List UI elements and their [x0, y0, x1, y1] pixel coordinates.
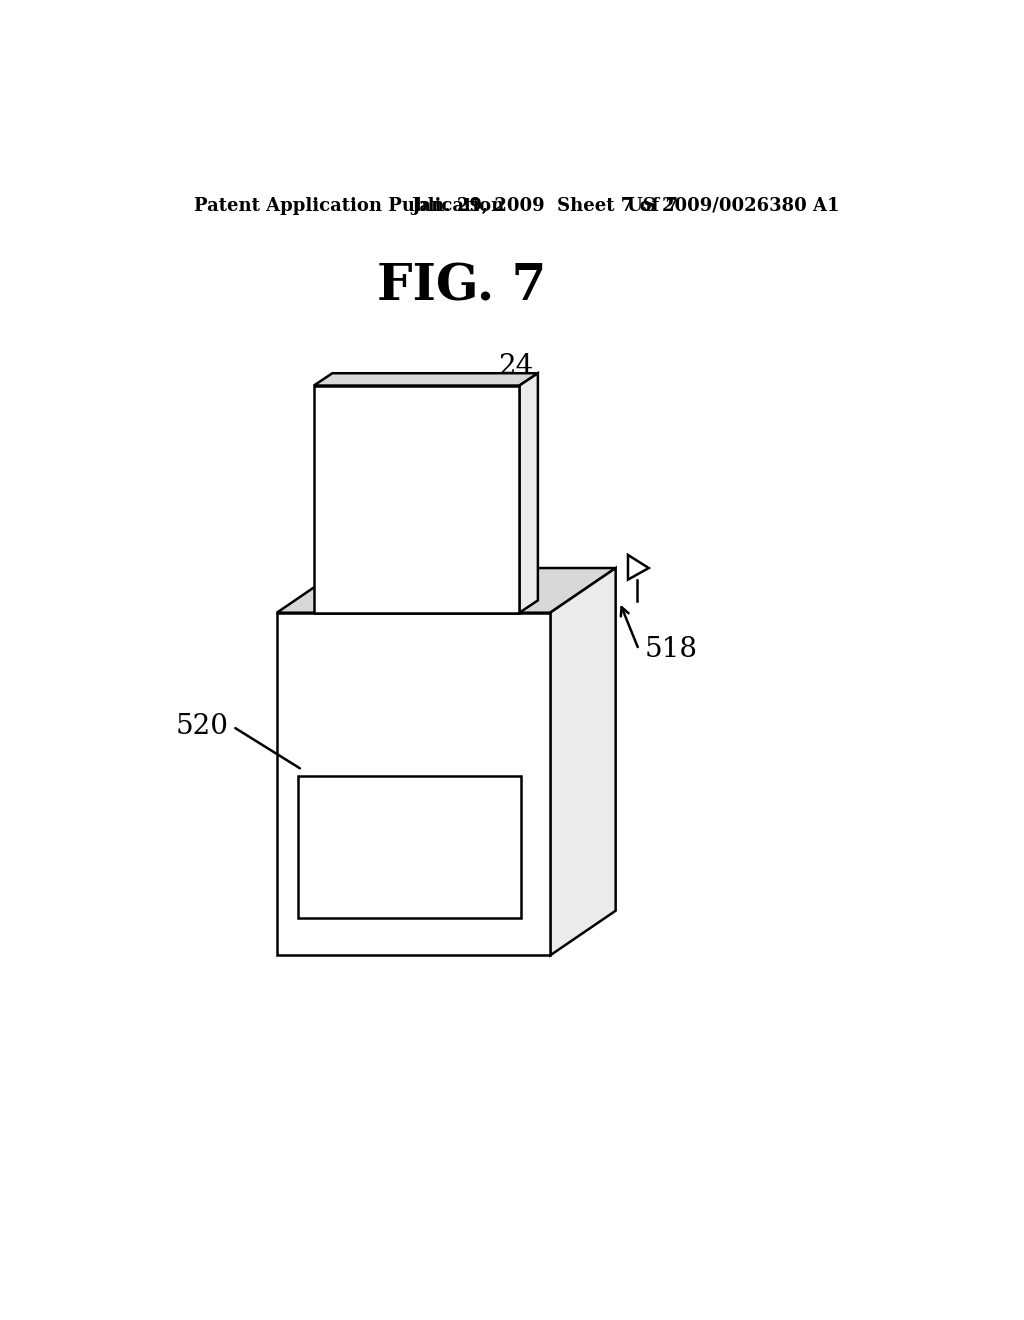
- Text: US 2009/0026380 A1: US 2009/0026380 A1: [628, 197, 840, 215]
- Text: 24: 24: [498, 352, 534, 380]
- Polygon shape: [276, 568, 615, 612]
- Text: 518: 518: [645, 636, 698, 663]
- Text: FIG. 7: FIG. 7: [377, 263, 547, 312]
- Polygon shape: [298, 776, 521, 919]
- Polygon shape: [313, 374, 538, 385]
- Polygon shape: [550, 568, 615, 956]
- Text: 520: 520: [176, 713, 229, 741]
- Polygon shape: [313, 385, 519, 612]
- Text: Patent Application Publication: Patent Application Publication: [194, 197, 504, 215]
- Polygon shape: [519, 374, 538, 612]
- Text: Jan. 29, 2009  Sheet 7 of 7: Jan. 29, 2009 Sheet 7 of 7: [412, 197, 679, 215]
- Polygon shape: [628, 554, 649, 579]
- Polygon shape: [276, 612, 550, 956]
